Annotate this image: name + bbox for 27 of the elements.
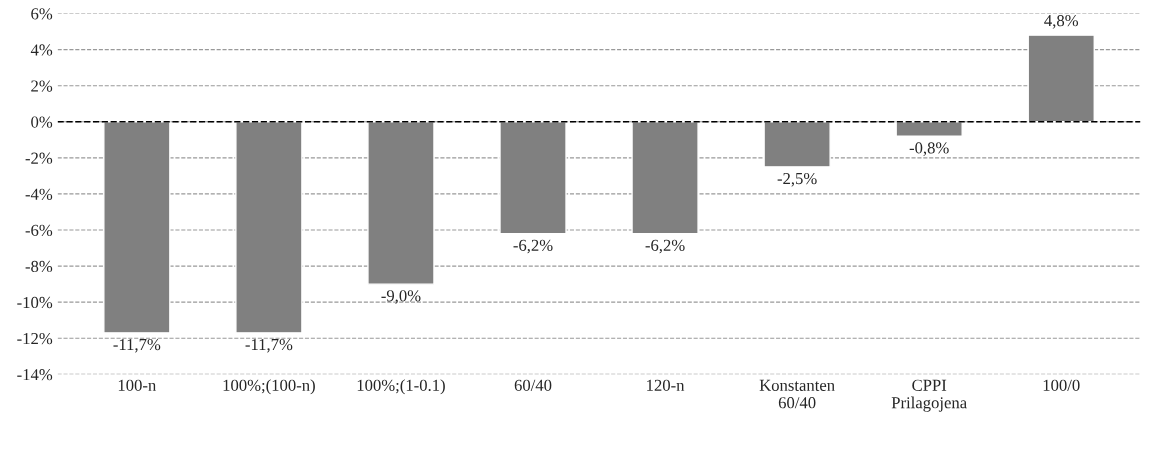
x-tick-label: 100%;(1-0.1) — [357, 379, 445, 395]
y-tick-label: -6% — [25, 224, 53, 237]
x-tick-label: 100/0 — [1043, 379, 1080, 391]
data-label: -6,2% — [513, 239, 553, 254]
data-label: -0,8% — [909, 142, 949, 156]
data-label: -11,7% — [113, 338, 161, 353]
y-tick-label: -10% — [17, 296, 53, 309]
x-tick-label: CPPI Prilagojena — [891, 379, 967, 412]
data-label: -6,2% — [645, 239, 685, 254]
data-label: -9,0% — [381, 290, 421, 304]
y-tick-label: -2% — [25, 152, 53, 164]
y-tick-label: -4% — [25, 188, 53, 200]
x-tick-label: 60/40 — [514, 379, 552, 391]
y-tick-label: -12% — [17, 332, 53, 345]
y-tick-label: 2% — [31, 80, 53, 92]
x-tick-label: 120-n — [647, 379, 685, 391]
y-tick-label: -8% — [25, 260, 53, 273]
y-tick-label: 4% — [30, 44, 53, 56]
y-tick-label: -14% — [17, 369, 53, 381]
x-tick-label: Konstanten 60/40 — [759, 379, 835, 409]
y-tick-label: 6% — [31, 8, 53, 20]
x-tick-label: 100%;(100-n) — [223, 379, 315, 395]
data-label: 4,8% — [1044, 14, 1079, 29]
x-tick-label: 100-n — [118, 379, 157, 391]
data-label: -2,5% — [777, 172, 817, 187]
y-tick-label: 0% — [31, 116, 53, 128]
data-label: -11,7% — [245, 338, 293, 353]
